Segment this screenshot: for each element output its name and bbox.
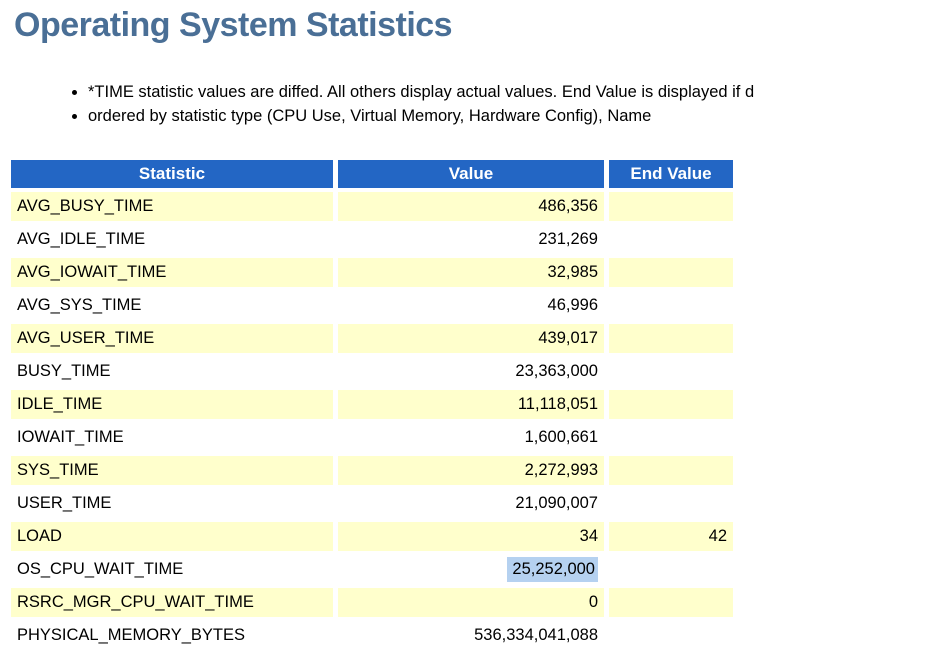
end-value-cell: [609, 258, 733, 288]
table-header-row: Statistic Value End Value: [11, 160, 733, 189]
table-row: AVG_BUSY_TIME 486,356: [11, 192, 733, 222]
end-value-cell: [609, 423, 733, 453]
note-time-statistics: *TIME statistic values are diffed. All o…: [88, 80, 950, 104]
value-cell: 25,252,000: [338, 555, 604, 585]
table-row: AVG_USER_TIME 439,017: [11, 324, 733, 354]
value-cell: 439,017: [338, 324, 604, 354]
value-cell: 536,334,041,088: [338, 621, 604, 651]
table-row: BUSY_TIME 23,363,000: [11, 357, 733, 387]
value-cell: 32,985: [338, 258, 604, 288]
statistic-cell: PHYSICAL_MEMORY_BYTES: [11, 621, 333, 651]
end-value-cell: [609, 192, 733, 222]
end-value-cell: [609, 324, 733, 354]
value-cell: 486,356: [338, 192, 604, 222]
os-statistics-table: Statistic Value End Value AVG_BUSY_TIME 4…: [6, 156, 738, 654]
statistic-cell: AVG_USER_TIME: [11, 324, 333, 354]
table-row: LOAD 34 42: [11, 522, 733, 552]
statistic-cell: RSRC_MGR_CPU_WAIT_TIME: [11, 588, 333, 618]
statistic-cell: IDLE_TIME: [11, 390, 333, 420]
table-row: IDLE_TIME 11,118,051: [11, 390, 733, 420]
table-row: AVG_SYS_TIME 46,996: [11, 291, 733, 321]
page-title: Operating System Statistics: [14, 6, 453, 44]
value-cell: 34: [338, 522, 604, 552]
end-value-cell: [609, 489, 733, 519]
value-cell: 2,272,993: [338, 456, 604, 486]
note-ordering: ordered by statistic type (CPU Use, Virt…: [88, 104, 950, 128]
value-cell: 0: [338, 588, 604, 618]
os-statistics-report: Operating System Statistics *TIME statis…: [0, 6, 950, 654]
statistic-cell: SYS_TIME: [11, 456, 333, 486]
end-value-cell: 42: [609, 522, 733, 552]
column-header-end-value: End Value: [609, 160, 733, 189]
statistic-cell: USER_TIME: [11, 489, 333, 519]
value-cell: 11,118,051: [338, 390, 604, 420]
value-cell: 231,269: [338, 225, 604, 255]
value-cell: 1,600,661: [338, 423, 604, 453]
statistic-cell: IOWAIT_TIME: [11, 423, 333, 453]
end-value-cell: [609, 588, 733, 618]
end-value-cell: [609, 225, 733, 255]
statistic-cell: LOAD: [11, 522, 333, 552]
statistic-cell: OS_CPU_WAIT_TIME: [11, 555, 333, 585]
value-cell: 21,090,007: [338, 489, 604, 519]
statistic-cell: AVG_IDLE_TIME: [11, 225, 333, 255]
table-row: RSRC_MGR_CPU_WAIT_TIME 0: [11, 588, 733, 618]
table-body: AVG_BUSY_TIME 486,356 AVG_IDLE_TIME 231,269…: [11, 192, 733, 651]
table-row: AVG_IOWAIT_TIME 32,985: [11, 258, 733, 288]
end-value-cell: [609, 291, 733, 321]
table-row: SYS_TIME 2,272,993: [11, 456, 733, 486]
notes-list: *TIME statistic values are diffed. All o…: [0, 80, 950, 128]
table-row: OS_CPU_WAIT_TIME 25,252,000: [11, 555, 733, 585]
statistic-cell: BUSY_TIME: [11, 357, 333, 387]
table-row: PHYSICAL_MEMORY_BYTES 536,334,041,088: [11, 621, 733, 651]
statistic-cell: AVG_BUSY_TIME: [11, 192, 333, 222]
column-header-value: Value: [338, 160, 604, 189]
end-value-cell: [609, 357, 733, 387]
statistic-cell: AVG_SYS_TIME: [11, 291, 333, 321]
table-row: USER_TIME 21,090,007: [11, 489, 733, 519]
column-header-statistic: Statistic: [11, 160, 333, 189]
end-value-cell: [609, 555, 733, 585]
statistic-cell: AVG_IOWAIT_TIME: [11, 258, 333, 288]
end-value-cell: [609, 456, 733, 486]
table-row: IOWAIT_TIME 1,600,661: [11, 423, 733, 453]
selected-value-text: 25,252,000: [507, 557, 598, 583]
value-cell: 46,996: [338, 291, 604, 321]
table-row: AVG_IDLE_TIME 231,269: [11, 225, 733, 255]
end-value-cell: [609, 621, 733, 651]
end-value-cell: [609, 390, 733, 420]
value-cell: 23,363,000: [338, 357, 604, 387]
